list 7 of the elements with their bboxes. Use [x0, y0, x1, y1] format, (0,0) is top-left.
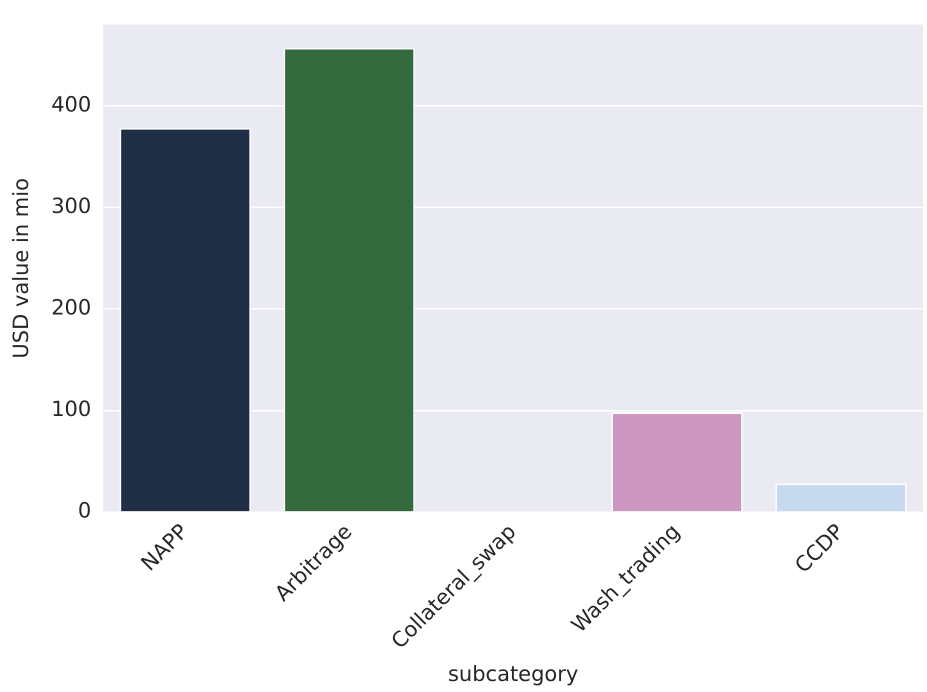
x-axis-title: subcategory: [448, 662, 578, 686]
y-tick-label: 400: [51, 92, 92, 116]
y-tick-label: 100: [51, 396, 92, 421]
y-tick-label: 0: [78, 498, 92, 523]
y-tick-label: 200: [51, 295, 92, 320]
y-tick-label: 300: [51, 194, 92, 218]
y-axis-title: USD value in mio: [9, 178, 34, 359]
